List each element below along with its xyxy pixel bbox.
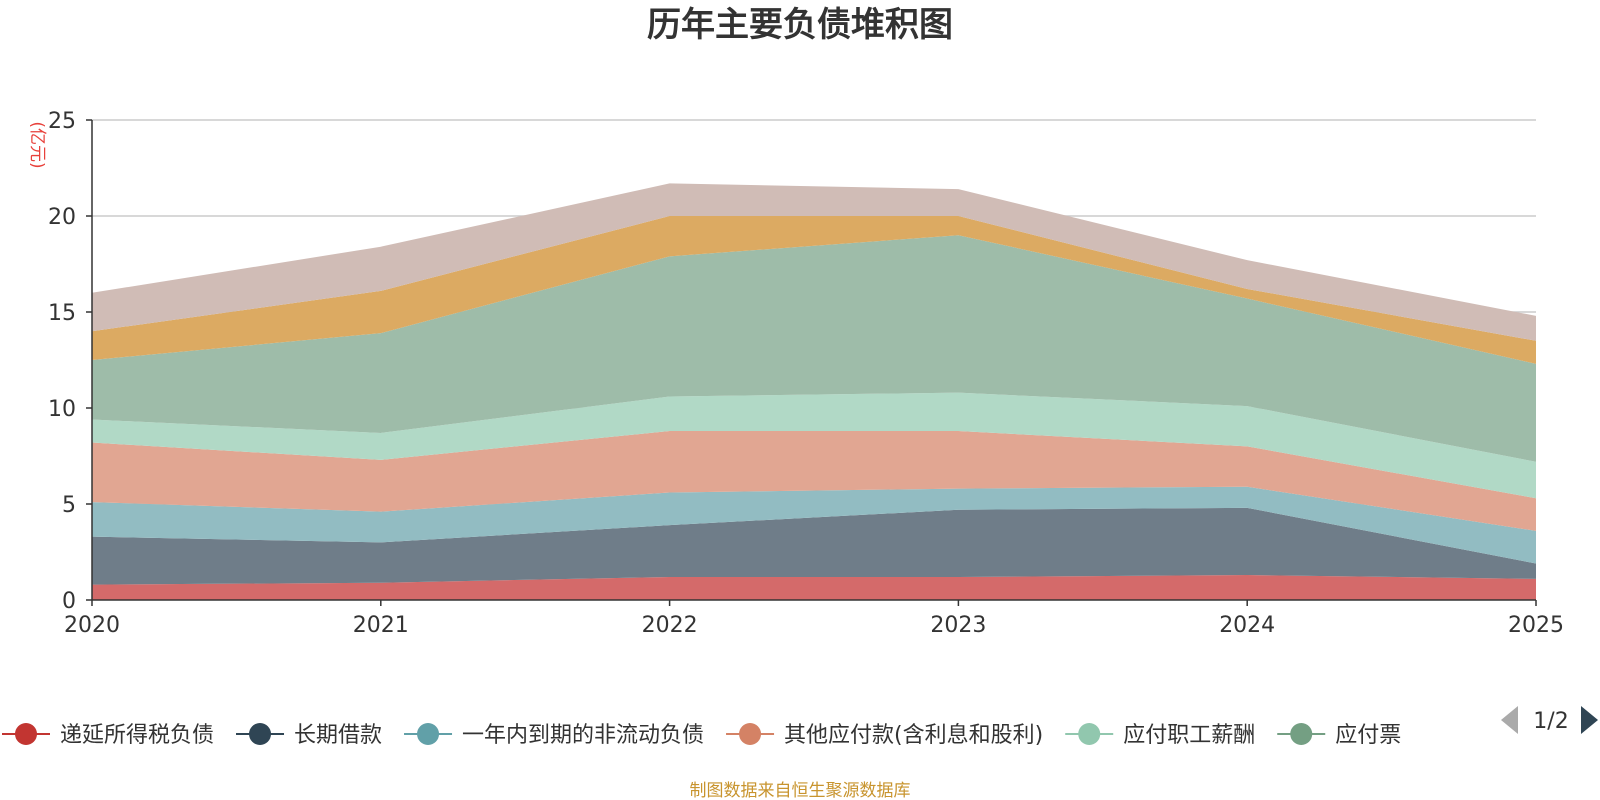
legend-circle-icon	[15, 723, 37, 745]
legend: 递延所得税负债 长期借款 一年内到期的非流动负债 其他应付款(含利息和股利) 应付职工薪…	[2, 723, 1401, 748]
legend-label: 递延所得税负债	[60, 723, 214, 748]
legend-circle-icon	[249, 723, 272, 745]
y-tick-label: 5	[62, 493, 76, 518]
legend-page-indicator: 1/2	[1533, 709, 1568, 734]
area-series-5	[92, 392, 1536, 499]
legend-pager: 1/2	[1501, 706, 1598, 734]
y-axis-unit: (亿元)	[27, 121, 47, 168]
legend-circle-icon	[1290, 723, 1313, 745]
y-tick-label: 15	[48, 301, 76, 326]
legend-item[interactable]: 一年内到期的非流动负债	[404, 723, 704, 748]
area-series-2	[92, 507, 1536, 585]
legend-circle-icon	[739, 723, 762, 745]
y-tick-label: 0	[62, 589, 76, 614]
legend-item[interactable]: 应付票	[1277, 723, 1401, 748]
area-series-8	[92, 183, 1536, 341]
legend-item[interactable]: 其他应付款(含利息和股利)	[726, 723, 1043, 748]
area-series	[92, 183, 1536, 600]
legend-item[interactable]: 递延所得税负债	[2, 723, 214, 748]
x-tick-label: 2020	[64, 613, 120, 638]
x-tick-label: 2025	[1508, 613, 1564, 638]
area-series-1	[92, 575, 1536, 600]
legend-prev-page-icon[interactable]	[1501, 706, 1518, 734]
y-tick-label: 25	[48, 109, 76, 134]
x-tick-label: 2021	[353, 613, 409, 638]
legend-next-page-icon[interactable]	[1581, 706, 1598, 734]
chart-title: 历年主要负债堆积图	[647, 5, 953, 45]
y-tick-label: 20	[48, 205, 76, 230]
x-tick-label: 2022	[642, 613, 698, 638]
source-note: 制图数据来自恒生聚源数据库	[690, 781, 911, 800]
x-axis-ticks: 2020 2021 2022 2023 2024 2025	[64, 600, 1564, 638]
legend-label: 其他应付款(含利息和股利)	[784, 723, 1043, 748]
y-tick-label: 10	[48, 397, 76, 422]
legend-label: 应付票	[1335, 723, 1401, 748]
area-series-4	[92, 431, 1536, 531]
y-axis-ticks: 0 5 10 15 20 25	[48, 109, 92, 614]
legend-label: 长期借款	[294, 723, 382, 748]
area-series-6	[92, 235, 1536, 462]
axes	[91, 120, 1536, 601]
legend-label: 一年内到期的非流动负债	[462, 723, 704, 748]
legend-circle-icon	[1078, 723, 1101, 745]
x-tick-label: 2023	[930, 613, 986, 638]
legend-item[interactable]: 应付职工薪酬	[1065, 723, 1255, 748]
area-series-3	[92, 486, 1536, 564]
area-series-7	[92, 216, 1536, 364]
legend-item[interactable]: 长期借款	[236, 723, 382, 748]
x-tick-label: 2024	[1219, 613, 1275, 638]
legend-label: 应付职工薪酬	[1123, 723, 1255, 748]
legend-circle-icon	[417, 723, 440, 745]
